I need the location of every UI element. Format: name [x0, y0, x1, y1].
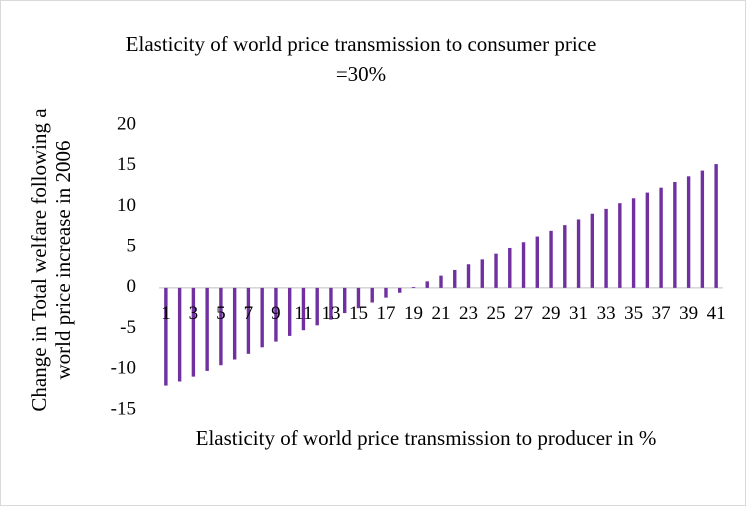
bar: [232, 287, 237, 360]
y-tick-label: 0: [127, 276, 137, 297]
bar: [191, 287, 196, 377]
bar: [659, 187, 663, 288]
bar: [466, 264, 471, 288]
bar: [645, 192, 650, 288]
y-tick-label: 15: [117, 154, 136, 175]
x-tick-label: 9: [271, 303, 281, 324]
chart-title: Elasticity of world price transmission t…: [125, 32, 597, 86]
x-tick-label: 21: [432, 303, 451, 324]
x-tick-label: 39: [679, 303, 698, 324]
x-tick-label: 11: [294, 303, 312, 324]
bar: [604, 208, 608, 288]
x-tick-label: 27: [514, 303, 533, 324]
y-tick-label: 20: [117, 113, 136, 134]
bar: [453, 269, 457, 288]
x-tick-label: 31: [569, 303, 588, 324]
x-tick-label: 41: [707, 303, 726, 324]
x-tick-label: 23: [459, 303, 478, 324]
bar: [164, 287, 168, 386]
bar: [508, 247, 512, 288]
x-tick-label: 3: [189, 303, 199, 324]
bar: [535, 236, 539, 288]
x-tick-label: 17: [376, 303, 395, 324]
bar: [686, 176, 691, 288]
y-tick-label: 10: [117, 195, 136, 216]
bar: [343, 287, 347, 314]
x-tick-label: 35: [624, 303, 643, 324]
bar: [356, 287, 361, 309]
bar: [439, 275, 443, 288]
bar: [521, 242, 526, 288]
bar: [480, 259, 484, 288]
x-tick-label: 33: [597, 303, 616, 324]
y-tick-label: -15: [111, 398, 136, 419]
bar: [576, 219, 581, 288]
x-tick-label: 13: [321, 303, 340, 324]
bar: [618, 203, 622, 288]
bar: [246, 287, 251, 354]
bar: [329, 287, 333, 320]
bar: [563, 225, 567, 288]
bar: [370, 287, 374, 303]
bar: [205, 287, 209, 371]
y-tick-label: 5: [127, 236, 137, 257]
y-tick-label: -5: [120, 317, 136, 338]
bar: [219, 287, 223, 366]
bar: [287, 287, 292, 336]
bar: [494, 253, 498, 288]
bar: [384, 287, 388, 298]
bar: [274, 287, 278, 342]
bar: [398, 287, 402, 293]
bar: [673, 182, 677, 288]
bar: [425, 281, 429, 288]
x-tick-label: 1: [161, 303, 171, 324]
bar: [315, 287, 319, 326]
bar: [177, 287, 182, 382]
bar: [590, 213, 595, 288]
x-tick-label: 7: [244, 303, 254, 324]
x-tick-label: 15: [349, 303, 368, 324]
x-tick-label: 5: [216, 303, 226, 324]
x-tick-label: 25: [487, 303, 506, 324]
x-tick-label: 29: [542, 303, 561, 324]
x-axis-title: Elasticity of world price transmission t…: [195, 426, 657, 450]
bar: [700, 170, 705, 288]
bar: [411, 287, 416, 288]
x-tick-label: 19: [404, 303, 423, 324]
x-tick-label: 37: [652, 303, 671, 324]
bar: [301, 287, 306, 331]
y-tick-label: -10: [111, 358, 136, 379]
bar: [714, 164, 718, 288]
bar: [631, 198, 636, 288]
bar: [549, 230, 553, 288]
bar: [260, 287, 264, 348]
